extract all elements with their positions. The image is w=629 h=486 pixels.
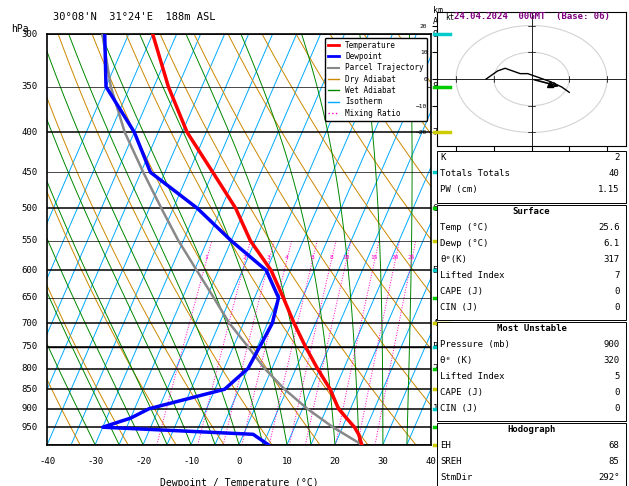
- Text: 24.04.2024  00GMT  (Base: 06): 24.04.2024 00GMT (Base: 06): [454, 12, 610, 21]
- Text: 20: 20: [330, 457, 340, 466]
- Text: 25: 25: [408, 255, 415, 260]
- Text: 800: 800: [21, 364, 38, 373]
- Text: 650: 650: [21, 293, 38, 302]
- Text: EH: EH: [440, 441, 451, 451]
- Text: 450: 450: [21, 168, 38, 177]
- Text: hPa: hPa: [11, 24, 29, 34]
- Text: Surface: Surface: [513, 207, 550, 216]
- Text: 0: 0: [614, 404, 620, 414]
- Text: 2: 2: [433, 364, 438, 373]
- Text: CIN (J): CIN (J): [440, 404, 478, 414]
- Text: -30: -30: [87, 457, 103, 466]
- Text: 10: 10: [282, 457, 292, 466]
- Text: 8: 8: [329, 255, 333, 260]
- Text: 3: 3: [267, 255, 270, 260]
- Text: 0: 0: [614, 303, 620, 312]
- Text: 750: 750: [21, 342, 38, 351]
- Text: -40: -40: [39, 457, 55, 466]
- Text: 0: 0: [614, 287, 620, 296]
- Text: StmDir: StmDir: [440, 473, 472, 483]
- Text: 5: 5: [433, 266, 438, 275]
- Text: 2: 2: [614, 153, 620, 162]
- Text: 20: 20: [391, 255, 399, 260]
- Text: Mixing Ratio (g/kg): Mixing Ratio (g/kg): [461, 188, 470, 291]
- Text: Hodograph: Hodograph: [508, 425, 555, 434]
- Text: kt: kt: [445, 13, 454, 22]
- Text: 0: 0: [614, 388, 620, 398]
- Text: 85: 85: [609, 457, 620, 467]
- Text: Dewp (°C): Dewp (°C): [440, 239, 489, 248]
- Text: 400: 400: [21, 128, 38, 137]
- Text: 2: 2: [243, 255, 247, 260]
- Text: 30: 30: [377, 457, 388, 466]
- Text: K: K: [440, 153, 446, 162]
- Text: 4: 4: [284, 255, 288, 260]
- Text: Dewpoint / Temperature (°C): Dewpoint / Temperature (°C): [160, 478, 318, 486]
- Text: LCL: LCL: [433, 342, 449, 351]
- Text: 1: 1: [433, 404, 438, 413]
- Text: 300: 300: [21, 30, 38, 38]
- Text: 6: 6: [310, 255, 314, 260]
- Text: Pressure (mb): Pressure (mb): [440, 340, 510, 349]
- Text: 15: 15: [370, 255, 378, 260]
- Text: 550: 550: [21, 236, 38, 245]
- Text: 5: 5: [614, 372, 620, 382]
- Text: 7: 7: [614, 271, 620, 280]
- Text: 900: 900: [21, 404, 38, 413]
- Text: Lifted Index: Lifted Index: [440, 271, 505, 280]
- Text: Lifted Index: Lifted Index: [440, 372, 505, 382]
- Text: 1: 1: [204, 255, 208, 260]
- Text: 10: 10: [342, 255, 350, 260]
- Text: © weatheronline.co.uk: © weatheronline.co.uk: [483, 469, 580, 479]
- Text: 1.15: 1.15: [598, 185, 620, 194]
- Text: Most Unstable: Most Unstable: [496, 324, 567, 333]
- Text: CIN (J): CIN (J): [440, 303, 478, 312]
- Text: -10: -10: [183, 457, 199, 466]
- Text: CAPE (J): CAPE (J): [440, 287, 483, 296]
- Text: 8: 8: [433, 82, 438, 91]
- Text: 700: 700: [21, 318, 38, 328]
- Text: Temp (°C): Temp (°C): [440, 223, 489, 232]
- Text: 600: 600: [21, 266, 38, 275]
- Text: 9: 9: [433, 30, 438, 38]
- Text: 350: 350: [21, 82, 38, 91]
- Text: 30°08'N  31°24'E  188m ASL: 30°08'N 31°24'E 188m ASL: [53, 12, 216, 22]
- Text: 900: 900: [603, 340, 620, 349]
- Text: θᵉ (K): θᵉ (K): [440, 356, 472, 365]
- Text: 292°: 292°: [598, 473, 620, 483]
- Text: 40: 40: [609, 169, 620, 178]
- Text: 0: 0: [237, 457, 242, 466]
- Text: 850: 850: [21, 385, 38, 394]
- Text: PW (cm): PW (cm): [440, 185, 478, 194]
- Text: θᵉ(K): θᵉ(K): [440, 255, 467, 264]
- Text: 7: 7: [433, 128, 438, 137]
- Text: 950: 950: [21, 423, 38, 432]
- Text: 6: 6: [433, 204, 438, 213]
- Text: 25.6: 25.6: [598, 223, 620, 232]
- Text: 500: 500: [21, 204, 38, 213]
- Text: 317: 317: [603, 255, 620, 264]
- Text: SREH: SREH: [440, 457, 462, 467]
- Text: km
ASL: km ASL: [433, 6, 448, 26]
- Text: 68: 68: [609, 441, 620, 451]
- Text: -20: -20: [135, 457, 151, 466]
- Text: 3: 3: [433, 342, 438, 351]
- Text: 6.1: 6.1: [603, 239, 620, 248]
- Legend: Temperature, Dewpoint, Parcel Trajectory, Dry Adiabat, Wet Adiabat, Isotherm, Mi: Temperature, Dewpoint, Parcel Trajectory…: [325, 38, 427, 121]
- Text: 320: 320: [603, 356, 620, 365]
- Text: Totals Totals: Totals Totals: [440, 169, 510, 178]
- Text: 40: 40: [425, 457, 437, 466]
- Text: 4: 4: [433, 318, 438, 328]
- Text: CAPE (J): CAPE (J): [440, 388, 483, 398]
